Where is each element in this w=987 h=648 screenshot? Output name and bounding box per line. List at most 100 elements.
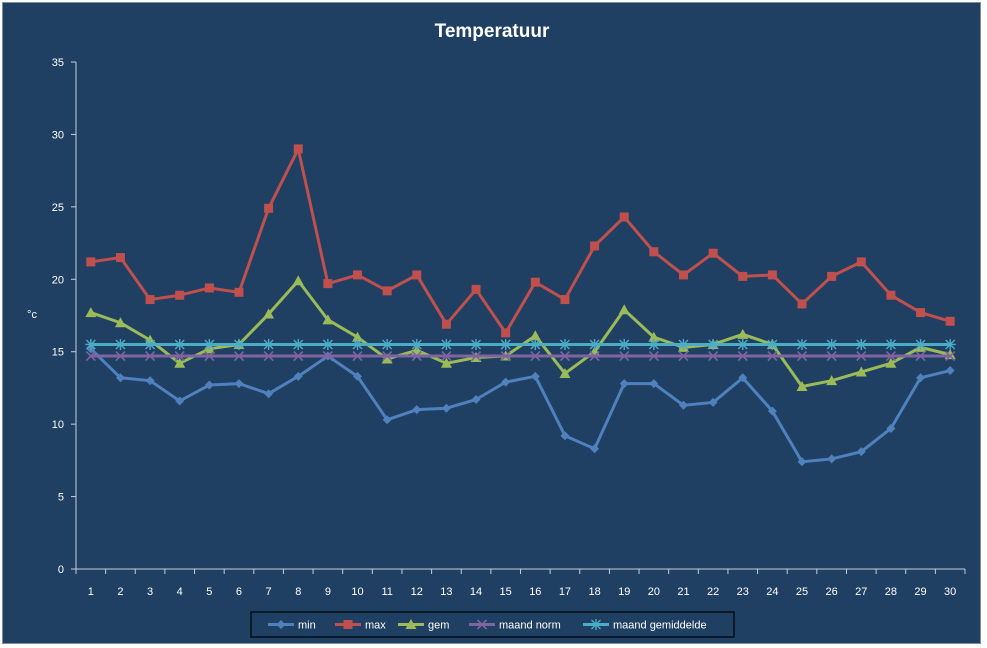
data-point-maand-gemiddelde [559,338,571,350]
data-point-maand-gemiddelde [826,338,838,350]
data-point-maand-norm [293,350,304,362]
data-point-min [234,379,244,389]
data-point-maand-gemiddelde [766,338,778,350]
data-point-maand-norm [737,350,748,362]
legend-marker-min [276,620,286,629]
data-point-maand-gemiddelde [352,338,364,350]
legend: min max gem maand norm maand gemiddelde [250,611,735,638]
y-tick-label: 5 [58,492,64,504]
data-point-maand-norm [678,350,689,362]
x-tick-label: 11 [381,586,392,598]
data-point-maand-norm [856,350,867,362]
data-point-gem [292,275,304,286]
series-maand-norm [85,350,956,362]
x-tick-label: 6 [236,586,242,598]
data-point-max [234,287,244,297]
data-point-maand-norm [915,350,926,362]
data-point-min [767,406,777,416]
x-tick-label: 17 [559,586,571,598]
series-line-gem [90,279,951,388]
data-point-maand-gemiddelde [263,338,275,350]
legend-marker-maand-gemiddelde [590,619,602,630]
data-point-min [501,377,511,387]
data-point-maand-norm [145,350,156,362]
y-tick-label: 20 [52,274,64,286]
data-point-max [916,308,926,318]
data-point-min [115,373,125,383]
data-point-gem [263,308,275,319]
series-gem [85,275,956,391]
data-point-max [767,270,777,280]
series-line-min [89,347,951,464]
data-point-gem [796,380,808,391]
data-point-min [945,366,955,376]
data-point-maand-norm [322,350,333,362]
data-point-max [501,328,511,338]
data-point-maand-gemiddelde [85,338,97,350]
data-point-maand-gemiddelde [618,338,630,350]
data-point-maand-norm [174,350,185,362]
data-point-max [560,295,570,305]
data-point-gem [618,304,630,315]
data-point-max [856,257,866,267]
data-point-max [530,277,540,287]
data-point-maand-norm [263,350,274,362]
data-point-gem [648,331,660,342]
x-tick-label: 24 [766,586,778,598]
y-tick-label: 35 [52,57,64,69]
data-point-maand-norm [85,350,96,362]
legend-label-min: min [298,620,316,632]
data-point-maand-norm [204,350,215,362]
series-min [86,344,955,467]
data-point-gem [885,357,897,368]
y-tick-label: 0 [58,564,64,576]
data-point-maand-gemiddelde [529,338,541,350]
data-point-maand-norm [470,350,482,362]
x-tick-label: 2 [117,586,123,598]
data-point-maand-norm [826,350,837,362]
data-point-maand-norm [885,350,896,362]
data-point-maand-norm [115,350,126,362]
x-tick-label: 14 [470,586,482,598]
data-point-max [649,247,659,257]
data-point-maand-gemiddelde [322,338,334,350]
legend-label-max: max [365,620,386,632]
x-tick-label: 30 [944,586,956,598]
data-point-max [738,271,748,281]
data-point-max [382,286,392,296]
x-tick-label: 19 [618,586,630,598]
series-maand-gemiddelde [85,338,956,350]
data-point-max [797,299,807,309]
data-point-max [293,144,303,154]
legend-label-maand-norm: maand norm [499,620,561,632]
data-point-min [886,423,896,433]
x-tick-label: 27 [855,586,867,598]
x-tick-label: 23 [737,586,749,598]
data-point-min [649,379,659,389]
data-point-gem [737,328,749,339]
data-point-min [382,415,392,425]
data-point-min [175,396,185,406]
x-tick-label: 15 [500,586,512,598]
x-tick-label: 8 [295,586,301,598]
legend-marker-max [343,620,353,629]
data-point-gem [440,357,452,368]
data-point-gem [85,307,97,318]
data-point-min [678,400,688,410]
data-point-maand-norm [767,350,778,362]
chart-title: Temperatuur [435,21,550,42]
data-point-gem [381,353,393,364]
x-tick-label: 28 [885,586,897,598]
data-point-maand-norm [589,350,600,362]
x-tick-label: 21 [677,586,689,598]
data-point-max [175,290,185,300]
x-tick-label: 7 [266,586,272,598]
data-point-maand-gemiddelde [144,338,156,350]
data-point-max [353,270,363,280]
data-point-max [827,271,837,281]
data-point-min [145,376,155,386]
data-point-min [353,371,363,381]
data-point-maand-gemiddelde [796,338,808,350]
data-point-maand-gemiddelde [707,338,719,350]
